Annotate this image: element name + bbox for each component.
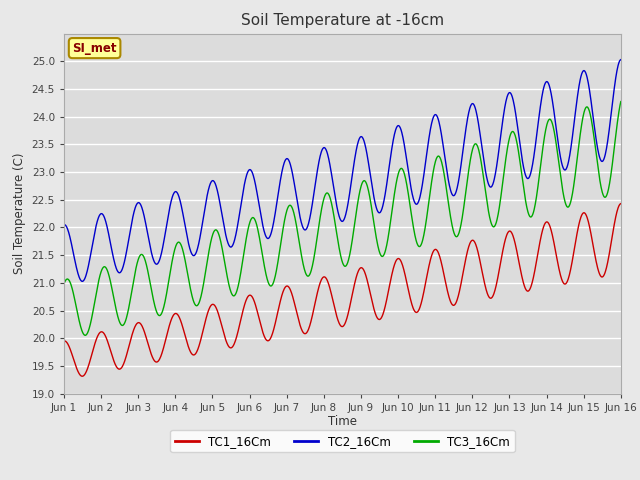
Title: Soil Temperature at -16cm: Soil Temperature at -16cm <box>241 13 444 28</box>
Text: SI_met: SI_met <box>72 42 117 55</box>
Y-axis label: Soil Temperature (C): Soil Temperature (C) <box>13 153 26 275</box>
Legend: TC1_16Cm, TC2_16Cm, TC3_16Cm: TC1_16Cm, TC2_16Cm, TC3_16Cm <box>170 430 515 453</box>
X-axis label: Time: Time <box>328 415 357 429</box>
